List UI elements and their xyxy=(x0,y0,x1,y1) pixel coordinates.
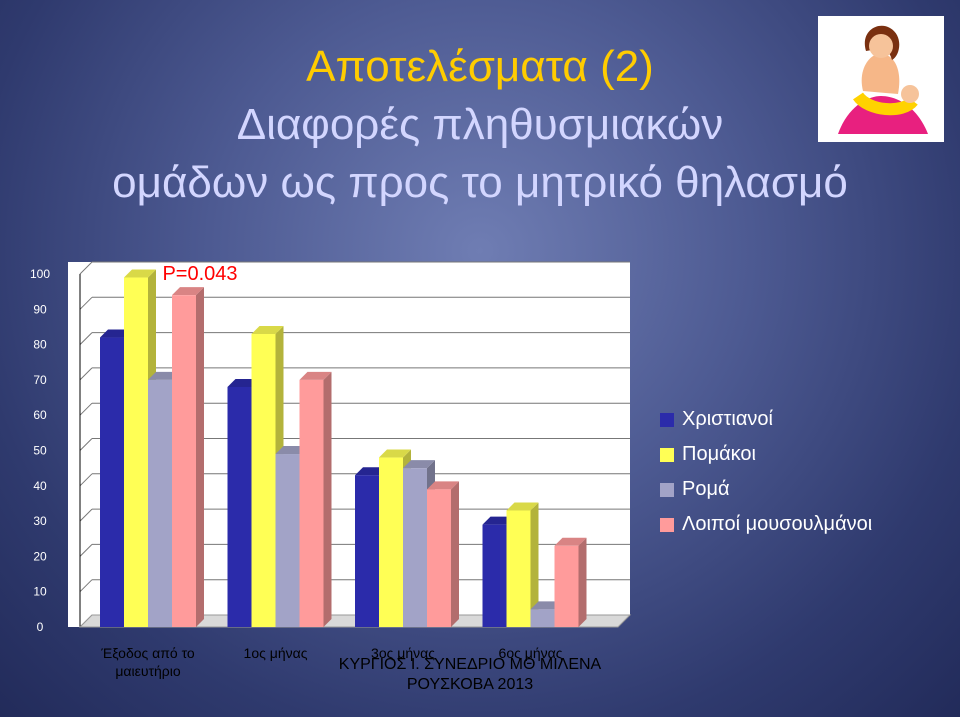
legend-swatch xyxy=(660,517,674,532)
footer-line-2: ΡΟΥΣΚΟΒΑ 2013 xyxy=(406,676,534,693)
legend-swatch xyxy=(660,412,674,427)
legend-label: Ρομά xyxy=(682,478,730,500)
title-line-3: ομάδων ως προς το μητρικό θηλασμό xyxy=(112,158,848,207)
bar-top xyxy=(124,269,156,278)
bar xyxy=(124,277,148,627)
x-tick-label: Έξοδος από το xyxy=(100,645,195,661)
bar-side xyxy=(530,502,539,627)
gridline-depth xyxy=(79,438,93,451)
gridline-depth xyxy=(79,296,93,310)
bar xyxy=(379,457,403,627)
gridline-depth xyxy=(79,508,93,522)
footer-line-1: ΚΥΡΓΙΟΣ Ι. ΣΥΝΕΔΡΙΟ ΜΘ ΜΙΛΕΝΑ xyxy=(338,656,602,673)
y-tick-label: 80 xyxy=(33,338,47,352)
x-tick-label: 6ος μήνας xyxy=(499,645,563,661)
bar xyxy=(506,510,531,627)
legend-item: Χριστιανοί xyxy=(660,402,872,437)
y-tick-label: 30 xyxy=(33,514,47,528)
bar xyxy=(251,334,276,627)
legend-label: Χριστιανοί xyxy=(682,408,773,430)
bar-top xyxy=(172,287,204,296)
x-tick-label: 3ος μήνας xyxy=(371,645,435,661)
bar xyxy=(227,386,252,627)
y-tick-label: 50 xyxy=(33,444,47,458)
bar-top xyxy=(403,460,435,469)
bar-top xyxy=(379,449,411,458)
legend-label: Λοιποί μουσουλμάνοι xyxy=(682,513,873,535)
bar xyxy=(530,609,555,627)
slide-footer: ΚΥΡΓΙΟΣ Ι. ΣΥΝΕΔΡΙΟ ΜΘ ΜΙΛΕΝΑ ΡΟΥΣΚΟΒΑ 2… xyxy=(300,655,640,695)
legend-item: Πομάκοι xyxy=(660,437,872,472)
bar-top xyxy=(251,326,284,335)
bar xyxy=(482,524,507,627)
bar xyxy=(172,295,196,627)
breastfeeding-mother-icon xyxy=(818,16,944,142)
slide-title: Αποτελέσματα (2) Διαφορές πληθυσμιακών ο… xyxy=(0,38,960,212)
gridline-depth xyxy=(79,402,93,416)
y-tick-label: 40 xyxy=(33,479,47,493)
bar xyxy=(275,454,300,627)
y-tick-label: 100 xyxy=(30,267,50,281)
bar-side xyxy=(451,481,459,627)
legend-label: Πομάκοι xyxy=(682,443,756,465)
y-tick-label: 20 xyxy=(33,549,47,563)
bar xyxy=(100,337,124,627)
legend-swatch xyxy=(660,482,674,497)
bar xyxy=(554,545,579,627)
bar xyxy=(148,379,172,627)
y-tick-label: 10 xyxy=(33,585,47,599)
title-line-1: Αποτελέσματα (2) xyxy=(306,42,654,91)
legend-item: Λοιποί μουσουλμάνοι xyxy=(660,507,872,542)
gridline-depth xyxy=(79,544,93,557)
bar xyxy=(355,475,379,627)
bar xyxy=(427,489,451,627)
y-tick-label: 70 xyxy=(33,373,47,387)
y-tick-label: 60 xyxy=(33,408,47,422)
p-value-annotation: P=0.043 xyxy=(162,263,237,285)
bar xyxy=(403,468,427,627)
x-tick-label: 1ος μήνας xyxy=(244,645,308,661)
legend-item: Ρομά xyxy=(660,472,872,507)
bar-top xyxy=(554,537,587,546)
title-line-2: Διαφορές πληθυσμιακών xyxy=(236,100,724,149)
chart-legend: Χριστιανοί Πομάκοι Ρομά Λοιποί μουσουλμάνοι xyxy=(660,402,872,542)
bar-side xyxy=(196,287,204,627)
bar-top xyxy=(427,481,459,490)
gridline-depth xyxy=(79,367,93,381)
bar-side xyxy=(578,537,587,627)
gridline-depth xyxy=(79,473,93,487)
y-tick-label: 0 xyxy=(37,620,44,634)
y-tick-label: 90 xyxy=(33,302,47,316)
x-tick-label: μαιευτήριο xyxy=(115,663,181,679)
gridline-depth xyxy=(79,579,93,593)
gridline-depth xyxy=(79,261,93,275)
bar xyxy=(299,379,324,627)
bar-top xyxy=(506,502,539,511)
bar-side xyxy=(323,371,332,627)
bar-top xyxy=(299,371,332,380)
gridline-depth xyxy=(79,332,93,345)
legend-swatch xyxy=(660,447,674,462)
